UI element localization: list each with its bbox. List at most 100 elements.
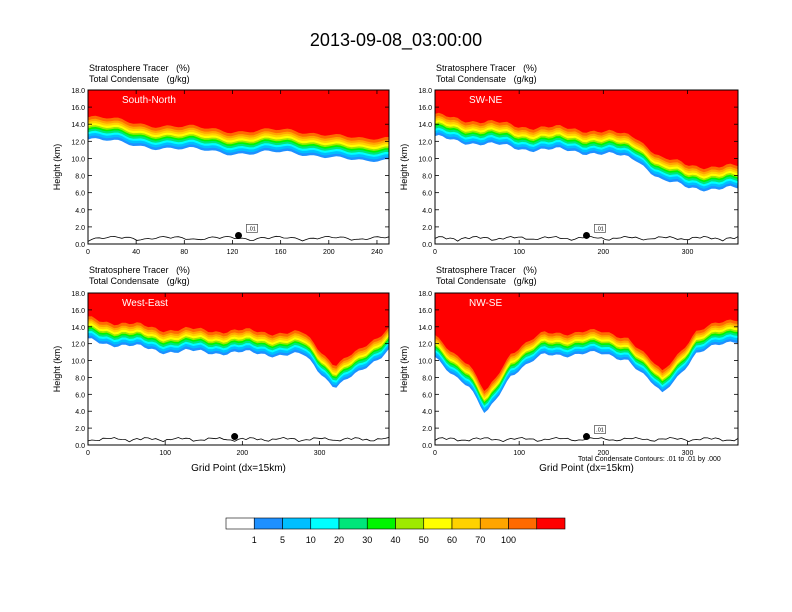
y-tick-label: 18.0 <box>418 88 432 95</box>
y-tick-label: 16.0 <box>418 105 432 112</box>
y-axis-label: Height (km) <box>399 144 409 191</box>
colorbar-swatch <box>338 517 368 530</box>
panel-2-subtitle: Stratosphere Tracer (%) Total Condensate… <box>436 63 537 85</box>
y-tick-label: 6.0 <box>422 191 432 198</box>
colorbar-label: 50 <box>419 535 429 545</box>
y-axis-label: Height (km) <box>52 144 62 191</box>
subtitle-variable: Stratosphere Tracer <box>436 63 516 73</box>
figure-title: 2013-09-08_03:00:00 <box>309 30 483 50</box>
contour-label-box <box>246 224 258 233</box>
y-tick-label: 4.0 <box>422 208 432 215</box>
tracer-field <box>88 293 389 443</box>
tracer-band <box>88 90 389 140</box>
tracer-field <box>435 293 738 443</box>
subtitle-units-2: (g/kg) <box>513 74 537 84</box>
x-axis-label: Grid Point (dx=15km) <box>191 463 286 474</box>
panel-3-subtitle: Stratosphere Tracer (%) Total Condensate… <box>89 265 190 287</box>
y-tick-label: 8.0 <box>422 174 432 181</box>
x-tick-label: 120 <box>227 249 239 256</box>
y-tick-label: 0.0 <box>422 443 432 450</box>
panel-label: West-East <box>122 298 168 309</box>
x-tick-label: 0 <box>433 249 437 256</box>
colorbar-label: 20 <box>334 535 344 545</box>
x-tick-label: 80 <box>180 249 188 256</box>
contour-note: Total Condensate Contours: .01 to .01 by… <box>578 456 721 463</box>
contour-label: .01 <box>248 226 256 232</box>
plot-panel-4: NW-SE 0.0 2.0 4.0 6.0 8.0 10.0 12.0 14.0 16.0 18.0… <box>399 291 739 474</box>
colorbar-label: 10 <box>306 535 316 545</box>
y-tick-label: 12.0 <box>71 342 85 349</box>
y-tick-label: 10.0 <box>418 156 432 163</box>
tracer-field <box>88 90 389 242</box>
x-tick-label: 300 <box>682 450 694 457</box>
y-tick-label: 12.0 <box>418 139 432 146</box>
x-axis-label: Grid Point (dx=15km) <box>539 463 634 474</box>
tracer-field <box>435 90 738 242</box>
colorbar-label: 60 <box>447 535 457 545</box>
panel-label: SW-NE <box>469 95 502 106</box>
colorbar-label: 40 <box>390 535 400 545</box>
subtitle-units: (%) <box>523 63 538 73</box>
y-tick-label: 10.0 <box>71 359 85 366</box>
y-tick-label: 8.0 <box>75 174 85 181</box>
colorbar-swatch <box>366 517 396 530</box>
y-tick-label: 10.0 <box>71 156 85 163</box>
location-marker <box>235 231 242 239</box>
x-tick-label: 200 <box>323 249 335 256</box>
contour-label-box <box>594 425 606 434</box>
tracer-band <box>435 90 738 170</box>
y-tick-label: 14.0 <box>418 122 432 129</box>
contour-label: .01 <box>596 226 604 232</box>
colorbar-swatch <box>225 517 255 530</box>
colorbar-swatch <box>451 517 481 530</box>
y-tick-label: 10.0 <box>418 359 432 366</box>
x-tick-label: 100 <box>513 249 525 256</box>
y-tick-label: 0.0 <box>422 242 432 249</box>
subtitle-variable: Stratosphere Tracer <box>89 63 169 73</box>
colorbar-label: 1 <box>252 535 257 545</box>
location-marker <box>583 433 590 441</box>
colorbar-swatch <box>282 517 312 530</box>
y-tick-label: 14.0 <box>418 325 432 332</box>
subtitle-variable-2: Total Condensate <box>436 276 507 286</box>
colorbar-swatch <box>536 517 566 530</box>
x-tick-label: 300 <box>314 450 326 457</box>
colorbar-label: 30 <box>362 535 372 545</box>
x-tick-label: 240 <box>371 249 383 256</box>
x-tick-label: 0 <box>86 249 90 256</box>
x-tick-label: 0 <box>86 450 90 457</box>
plot-frame <box>434 292 739 446</box>
x-tick-label: 0 <box>433 450 437 457</box>
subtitle-units: (%) <box>176 63 191 73</box>
y-tick-label: 8.0 <box>75 375 85 382</box>
y-tick-label: 2.0 <box>422 225 432 232</box>
x-tick-label: 100 <box>513 450 525 457</box>
subtitle-units-2: (g/kg) <box>513 276 537 286</box>
location-marker <box>583 231 590 239</box>
y-tick-label: 16.0 <box>71 105 85 112</box>
tracer-band <box>88 293 389 366</box>
x-tick-label: 200 <box>597 450 609 457</box>
plot-frame <box>434 89 739 245</box>
terrain-contour <box>88 436 389 443</box>
subtitle-variable-2: Total Condensate <box>89 276 160 286</box>
y-tick-label: 0.0 <box>75 242 85 249</box>
x-tick-label: 100 <box>159 450 171 457</box>
plot-panel-2: SW-NE 0.0 2.0 4.0 6.0 8.0 10.0 12.0 14.0 16.0 18.0… <box>399 88 739 256</box>
subtitle-units: (%) <box>523 265 538 275</box>
colorbar-label: 5 <box>280 535 285 545</box>
y-tick-label: 4.0 <box>422 409 432 416</box>
contour-label-box <box>594 224 606 233</box>
y-tick-label: 4.0 <box>75 208 85 215</box>
colorbar-label: 70 <box>475 535 485 545</box>
colorbar-swatch <box>395 517 425 530</box>
subtitle-units: (%) <box>176 265 191 275</box>
plot-frame <box>87 292 390 446</box>
y-tick-label: 14.0 <box>71 325 85 332</box>
y-tick-label: 18.0 <box>71 88 85 95</box>
panel-4-subtitle: Stratosphere Tracer (%) Total Condensate… <box>436 265 537 287</box>
colorbar-swatch <box>423 517 453 530</box>
subtitle-variable: Stratosphere Tracer <box>436 265 516 275</box>
plot-panel-3: West-East 0.0 2.0 4.0 6.0 8.0 10.0 12.0 14.0 16.0… <box>52 291 390 474</box>
